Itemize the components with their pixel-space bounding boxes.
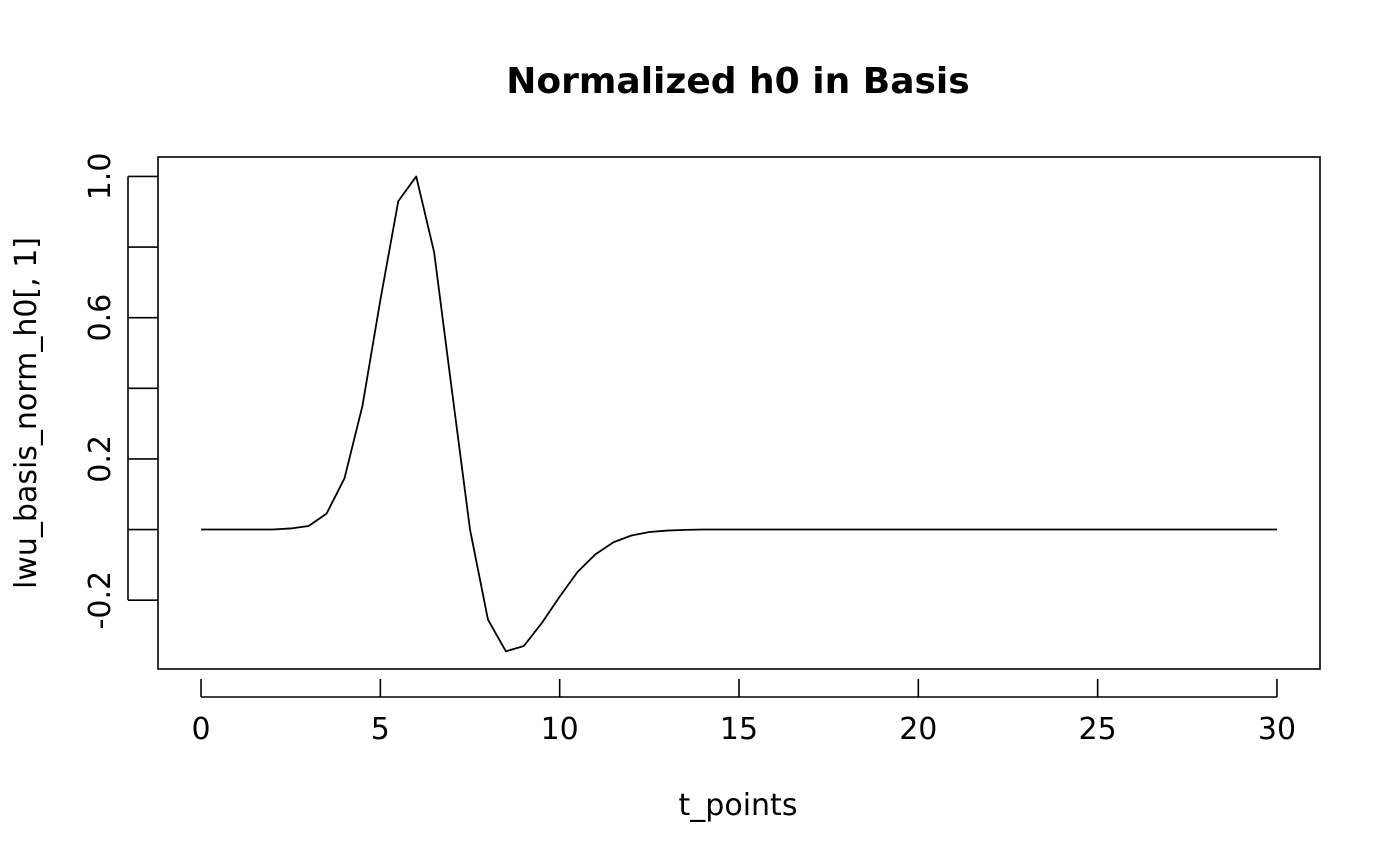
y-axis-label: lwu_basis_norm_h0[, 1] xyxy=(9,237,44,589)
x-tick-label: 20 xyxy=(899,712,937,747)
y-tick-label: 0.6 xyxy=(83,294,118,342)
x-axis: 0 5 10 15 20 25 30 xyxy=(191,679,1296,747)
y-axis: -0.2 0.2 0.6 1.0 xyxy=(83,153,158,630)
x-axis-label: t_points xyxy=(679,788,798,823)
chart-title: Normalized h0 in Basis xyxy=(506,61,969,102)
y-tick-label: 0.2 xyxy=(83,435,118,483)
y-tick-label: 1.0 xyxy=(83,153,118,201)
plot-frame xyxy=(157,156,1321,670)
x-tick-label: 10 xyxy=(541,712,579,747)
x-tick-label: 15 xyxy=(720,712,758,747)
x-tick-label: 30 xyxy=(1258,712,1296,747)
x-tick-label: 0 xyxy=(191,712,210,747)
series-line xyxy=(201,175,1277,653)
y-tick-label: -0.2 xyxy=(83,571,118,630)
x-tick-label: 5 xyxy=(371,712,390,747)
x-tick-label: 25 xyxy=(1079,712,1117,747)
